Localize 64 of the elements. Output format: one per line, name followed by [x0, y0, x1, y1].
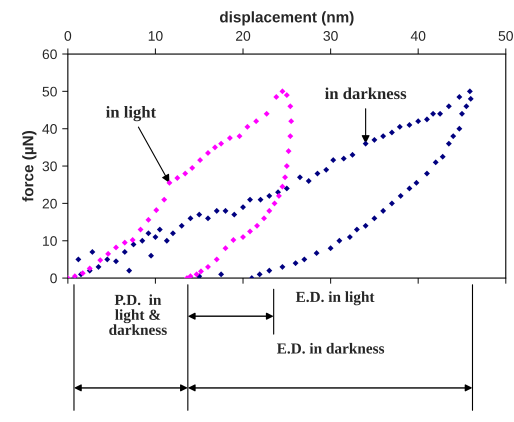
y-tick-label: 20 [42, 198, 57, 209]
x-tick-label: 30 [323, 31, 338, 41]
point [122, 240, 128, 246]
point [284, 163, 290, 170]
point [198, 268, 204, 274]
point [254, 222, 260, 229]
point [247, 228, 253, 234]
point [166, 180, 172, 186]
point [230, 237, 236, 243]
x-tick-label: 10 [148, 31, 163, 41]
point [222, 245, 228, 252]
point [189, 164, 196, 171]
point [153, 207, 160, 214]
point [197, 157, 204, 164]
text: P.D. in light & darkness [109, 294, 167, 335]
point [272, 200, 278, 206]
point [253, 118, 260, 124]
point [86, 265, 93, 272]
text: E.D. in light [296, 291, 374, 306]
y-tick-label: 50 [42, 86, 57, 97]
point [205, 264, 211, 270]
point [138, 226, 144, 232]
y-tick-label: 40 [42, 124, 57, 134]
x-tick-label: 40 [410, 31, 426, 41]
y-tick-label: 30 [42, 161, 57, 172]
point [287, 133, 294, 140]
point [194, 271, 200, 278]
point [276, 192, 282, 199]
point [279, 88, 286, 94]
point [226, 135, 233, 141]
point [214, 256, 220, 262]
point [188, 273, 194, 278]
point [145, 216, 152, 223]
point [212, 144, 218, 150]
point [244, 124, 250, 130]
point [287, 103, 294, 110]
x-tick-label: 20 [236, 31, 250, 41]
annotation: in darkness [325, 87, 406, 100]
text: E.D. in darkness [276, 342, 384, 354]
x-tick-label: 50 [498, 31, 513, 41]
point [161, 196, 168, 203]
point [284, 92, 290, 98]
y-tick-label: 10 [43, 236, 57, 246]
y-axis-title: force (µN) [22, 131, 36, 202]
point [266, 208, 272, 214]
point [218, 140, 224, 147]
point [288, 118, 294, 124]
point [261, 215, 267, 222]
point [174, 175, 180, 181]
point [97, 257, 104, 264]
point [130, 237, 136, 243]
point [273, 94, 280, 100]
x-axis-title: displacement (nm) [220, 11, 354, 26]
point [105, 250, 112, 257]
point [286, 148, 292, 154]
y-tick-label: 0 [50, 273, 57, 284]
x-tick-label: 0 [64, 31, 72, 41]
point [282, 174, 288, 180]
point [264, 110, 270, 117]
point [279, 184, 286, 190]
annotation: in light [106, 106, 156, 122]
point [236, 133, 242, 140]
point [182, 170, 188, 176]
y-tick-label: 60 [42, 49, 57, 60]
